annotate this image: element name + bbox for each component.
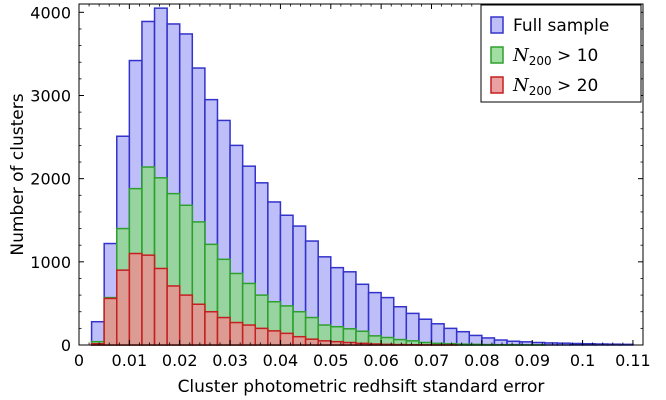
plot-frame <box>78 3 644 346</box>
legend-entry: N200 > 10 <box>512 45 598 68</box>
bar <box>279 332 294 346</box>
bar <box>191 303 206 346</box>
bar <box>178 294 194 346</box>
legend-box <box>480 4 642 103</box>
bar <box>229 321 244 346</box>
x-tick-label: 0.02 <box>162 351 198 370</box>
y-axis-label: Number of clusters <box>8 93 28 255</box>
y-tick-label: 1000 <box>30 253 71 272</box>
y-tick-label: 3000 <box>30 86 71 105</box>
bar <box>292 335 307 346</box>
bar <box>204 310 219 346</box>
x-tick-label: 0.08 <box>464 351 500 370</box>
legend-swatch <box>490 76 504 94</box>
legend-swatch <box>490 46 504 64</box>
bar <box>455 330 471 346</box>
bar <box>254 327 269 346</box>
legend: Full sample N200 > 10 N200 > 20 <box>480 4 642 103</box>
x-tick-label: 0.06 <box>363 351 399 370</box>
y-tick-label: 4000 <box>30 3 71 22</box>
bar <box>141 254 156 346</box>
x-tick-label: 0 <box>74 351 84 370</box>
y-tick-label: 2000 <box>30 170 71 189</box>
bar <box>317 340 332 346</box>
bar <box>430 323 445 346</box>
x-tick-label: 0.03 <box>212 351 248 370</box>
bar <box>216 316 231 346</box>
x-axis-label: Cluster photometric redhsift standard er… <box>178 377 545 397</box>
y-tick-label: 0 <box>61 336 71 355</box>
bar <box>304 338 319 346</box>
legend-entry: N200 > 20 <box>512 75 598 98</box>
bar <box>241 324 257 346</box>
bar <box>267 330 282 346</box>
x-tick-label: 0.11 <box>615 351 651 370</box>
bar <box>443 327 458 346</box>
bar <box>418 318 433 346</box>
bar <box>116 269 131 346</box>
x-tick-label: 0.01 <box>112 351 148 370</box>
bar <box>128 252 143 346</box>
bar <box>153 267 168 346</box>
x-tick-label: 0.07 <box>414 351 450 370</box>
legend-swatch <box>490 16 504 34</box>
bar <box>103 297 118 346</box>
bar <box>468 334 483 346</box>
x-tick-label: 0.09 <box>514 351 550 370</box>
x-tick-label: 0.05 <box>313 351 349 370</box>
legend-entry: Full sample <box>513 16 609 36</box>
bar <box>166 285 181 346</box>
x-tick-label: 0.1 <box>570 351 595 370</box>
x-tick-label: 0.04 <box>263 351 299 370</box>
bars-layer <box>90 7 634 346</box>
ticks-layer: 0 0.01 0.02 0.03 0.04 0.05 0.06 0.07 0.08 0.09 0.1… <box>30 3 650 370</box>
